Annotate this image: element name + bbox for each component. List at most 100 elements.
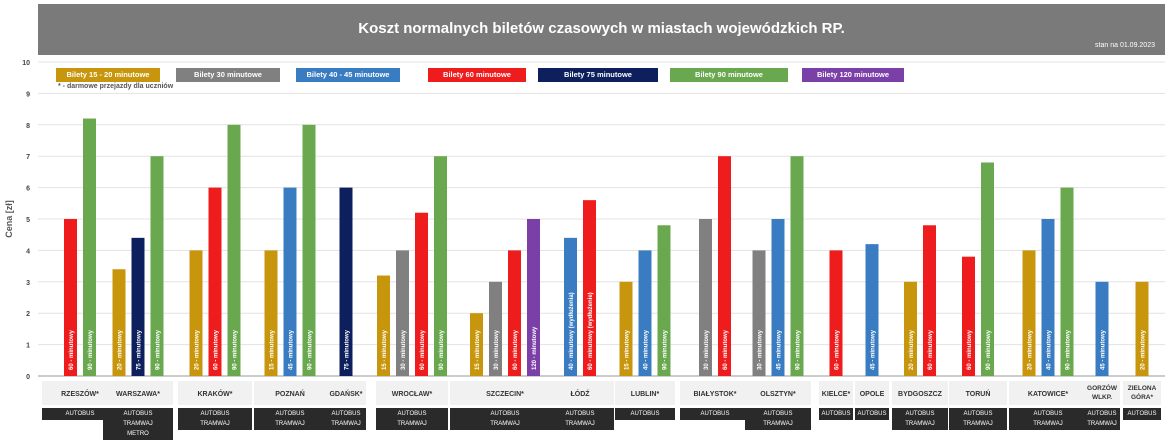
bar-label: 60 - minutowy xyxy=(214,329,220,370)
bar-label: 20 - minutowy xyxy=(1028,329,1034,370)
bar xyxy=(64,219,77,376)
bar xyxy=(583,200,596,376)
chart-subtitle: stan na 01.09.2023 xyxy=(1095,42,1155,49)
city-box xyxy=(546,381,614,405)
city-name: BIAŁYSTOK* xyxy=(693,391,736,398)
bar xyxy=(470,313,483,376)
bar-label: 40 - minutowy xyxy=(644,329,650,370)
bar-label: 45 - minutowy xyxy=(1101,329,1107,370)
bar xyxy=(527,219,540,376)
bar xyxy=(150,156,164,376)
legend-note: * - darmowe przejazdy dla uczniów xyxy=(58,83,174,90)
mode-label: AUTOBUS xyxy=(1034,411,1063,417)
bar xyxy=(208,187,222,376)
mode-box xyxy=(855,408,889,420)
bar-label: 30 - minutowy xyxy=(494,329,500,370)
bar xyxy=(1022,250,1036,376)
mode-box xyxy=(680,408,750,420)
bar xyxy=(396,250,409,376)
mode-box xyxy=(254,408,326,430)
city-name: WARSZAWA* xyxy=(116,391,160,398)
bar-label: 30 - minutowy xyxy=(758,329,764,370)
bar xyxy=(1060,187,1074,376)
bar xyxy=(112,269,126,376)
bar xyxy=(1095,281,1109,376)
mode-label: TRAMWAJ xyxy=(763,421,792,427)
city-box xyxy=(892,381,948,405)
mode-box xyxy=(103,408,173,440)
legend-item: Bilety 120 minutowe xyxy=(802,68,904,82)
legend-item: Bilety 90 minutowe xyxy=(670,68,788,82)
city-name: SZCZECIN* xyxy=(486,391,524,398)
mode-label: AUTOBUS xyxy=(701,411,730,417)
city-name: GORZÓW xyxy=(1087,383,1118,392)
bar xyxy=(434,156,447,376)
y-tick-label: 6 xyxy=(26,186,30,193)
city-name: OPOLE xyxy=(860,391,885,398)
bar xyxy=(981,162,994,376)
mode-box xyxy=(450,408,560,430)
mode-label: AUTOBUS xyxy=(66,411,95,417)
city-box xyxy=(680,381,750,405)
bar-label: 15 - minutowy xyxy=(625,329,631,370)
bar-label: 60 - minutowy (wydłużenie) xyxy=(588,292,594,370)
mode-label: METRO xyxy=(127,431,149,437)
bar xyxy=(752,250,766,376)
legend-item: Bilety 30 minutowe xyxy=(176,68,280,82)
mode-label: AUTOBUS xyxy=(201,411,230,417)
mode-label: AUTOBUS xyxy=(858,411,887,417)
mode-box xyxy=(615,408,675,420)
bar xyxy=(699,219,712,376)
bar-label: 30 - minutowy xyxy=(704,329,710,370)
bar-label: 20 - minutowy xyxy=(909,329,915,370)
mode-label: TRAMWAJ xyxy=(1033,421,1062,427)
mode-label: TRAMWAJ xyxy=(905,421,934,427)
mode-box xyxy=(819,408,853,420)
bar-label: 20 - minutowy xyxy=(1141,329,1147,370)
bar xyxy=(302,124,316,376)
y-tick-label: 3 xyxy=(26,280,30,287)
city-box xyxy=(745,381,811,405)
y-tick-label: 5 xyxy=(26,217,30,224)
mode-label: TRAMWAJ xyxy=(123,421,152,427)
legend-item: Bilety 75 minutowe xyxy=(538,68,658,82)
city-name: GDAŃSK* xyxy=(329,389,362,398)
mode-box xyxy=(1084,408,1120,430)
bar xyxy=(865,244,879,376)
city-name: KIELCE* xyxy=(822,391,851,398)
y-tick-label: 7 xyxy=(26,154,30,161)
mode-label: TRAMWAJ xyxy=(200,421,229,427)
city-box xyxy=(178,381,252,405)
legend-item: Bilety 40 - 45 minutowe xyxy=(296,68,400,82)
mode-label: TRAMWAJ xyxy=(331,421,360,427)
mode-label: TRAMWAJ xyxy=(490,421,519,427)
mode-label: AUTOBUS xyxy=(631,411,660,417)
mode-label: AUTOBUS xyxy=(491,411,520,417)
bar xyxy=(508,250,521,376)
y-tick-label: 0 xyxy=(26,374,30,381)
bar-label: 90 - minutowy xyxy=(1066,329,1072,370)
mode-label: TRAMWAJ xyxy=(1087,421,1116,427)
mode-label: AUTOBUS xyxy=(124,411,153,417)
bar xyxy=(264,250,278,376)
city-name: ZIELONA xyxy=(1128,385,1157,392)
city-box xyxy=(254,381,326,405)
city-name: KRAKÓW* xyxy=(198,389,233,398)
city-name: KATOWICE* xyxy=(1028,391,1068,398)
y-tick-label: 10 xyxy=(22,60,30,67)
bar xyxy=(829,250,843,376)
bar-label: 15 - minutowy xyxy=(475,329,481,370)
mode-box xyxy=(1123,408,1161,420)
bar xyxy=(657,225,671,376)
bar xyxy=(619,281,633,376)
mode-box xyxy=(949,408,1007,430)
city-name: POZNAŃ xyxy=(275,389,305,398)
y-axis-label: Cena [zł] xyxy=(4,200,14,238)
mode-label: AUTOBUS xyxy=(1088,411,1117,417)
mode-label: TRAMWAJ xyxy=(565,421,594,427)
bar xyxy=(1135,281,1149,376)
bar-label: 75 - minutowy xyxy=(137,329,143,370)
city-name: ŁÓDŹ xyxy=(570,389,590,398)
bar xyxy=(489,281,502,376)
y-tick-label: 8 xyxy=(26,123,30,130)
